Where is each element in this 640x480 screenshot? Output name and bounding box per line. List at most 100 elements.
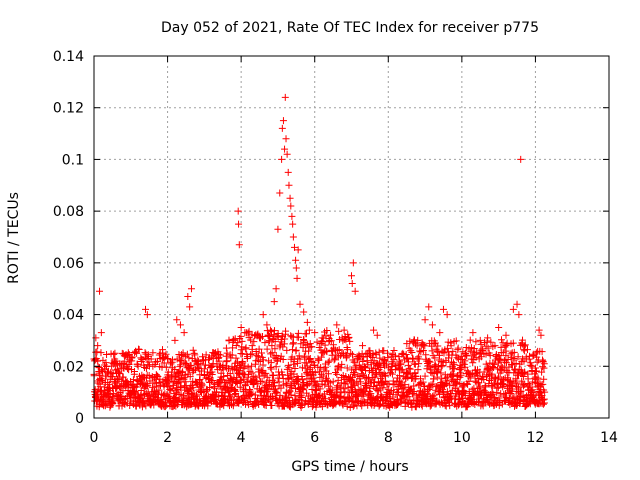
data-point [404, 358, 412, 366]
data-point [343, 364, 351, 372]
data-point [278, 371, 286, 379]
y-tick-label: 0.12 [53, 101, 84, 117]
data-point [391, 352, 399, 360]
data-point [394, 401, 402, 409]
data-point [447, 371, 455, 379]
data-point [363, 383, 371, 391]
data-point [323, 326, 331, 334]
y-tick-label: 0.04 [53, 308, 84, 324]
data-point [469, 349, 477, 357]
data-point [216, 351, 224, 359]
data-point [233, 379, 241, 387]
data-point [284, 168, 292, 176]
data-point [306, 340, 314, 348]
data-point [416, 347, 424, 355]
data-point [147, 355, 155, 363]
data-point [501, 343, 509, 351]
data-point [531, 367, 539, 375]
data-point [446, 381, 454, 389]
data-point [282, 327, 290, 335]
data-point [263, 321, 271, 329]
data-point [282, 380, 290, 388]
data-point [177, 383, 185, 391]
data-point [252, 374, 260, 382]
data-point [434, 342, 442, 350]
y-tick-label: 0.02 [53, 359, 84, 375]
data-point [373, 331, 381, 339]
data-point [374, 387, 382, 395]
data-point [494, 384, 502, 392]
data-point [445, 354, 453, 362]
data-point [380, 347, 388, 355]
data-point [166, 385, 174, 393]
data-point [438, 361, 446, 369]
data-point [187, 285, 195, 293]
y-tick-label: 0.1 [62, 152, 84, 168]
data-point [521, 369, 529, 377]
data-point [361, 362, 369, 370]
data-point [361, 373, 369, 381]
data-point [456, 380, 464, 388]
data-point [227, 375, 235, 383]
data-point [267, 326, 275, 334]
data-point [469, 359, 477, 367]
data-point [116, 360, 124, 368]
data-point [322, 347, 330, 355]
data-point [351, 370, 359, 378]
data-point [495, 324, 503, 331]
x-tick-label: 10 [453, 430, 471, 446]
data-point [248, 369, 256, 377]
data-point [162, 350, 170, 358]
data-point [472, 348, 480, 356]
data-point [155, 378, 163, 386]
data-point [359, 357, 367, 365]
data-point [516, 397, 524, 405]
data-point [453, 354, 461, 362]
data-point [202, 351, 210, 359]
data-point [282, 135, 290, 143]
data-point [438, 375, 446, 383]
data-point [414, 336, 422, 344]
data-point [318, 403, 326, 411]
data-point [524, 380, 532, 388]
data-point [256, 357, 264, 365]
data-point [283, 365, 291, 373]
data-point [335, 346, 343, 354]
data-point [523, 346, 531, 354]
data-point [452, 379, 460, 387]
data-point [303, 318, 311, 326]
data-point [490, 363, 498, 371]
data-point [114, 368, 122, 376]
data-point [149, 362, 157, 370]
data-point [194, 364, 202, 372]
data-point [305, 347, 313, 355]
data-point [156, 349, 164, 357]
data-point [539, 358, 547, 366]
data-point [94, 357, 102, 365]
data-point [108, 373, 116, 381]
data-point [189, 346, 197, 354]
data-point [135, 393, 143, 401]
data-point [270, 298, 278, 306]
data-point [93, 348, 101, 356]
data-point [283, 150, 291, 158]
data-point [482, 383, 490, 391]
data-point [114, 375, 122, 383]
data-point [431, 354, 439, 362]
data-point [255, 345, 263, 353]
data-point [291, 385, 299, 393]
data-point [257, 387, 265, 395]
data-point [108, 398, 116, 406]
data-point [384, 385, 392, 393]
data-point [443, 311, 451, 319]
data-point [292, 264, 300, 272]
x-axis-label: GPS time / hours [291, 459, 408, 475]
data-point [509, 305, 517, 313]
data-point [502, 347, 510, 355]
data-point [294, 246, 302, 254]
data-point [399, 349, 407, 357]
data-point [142, 305, 149, 313]
data-point [176, 361, 184, 369]
